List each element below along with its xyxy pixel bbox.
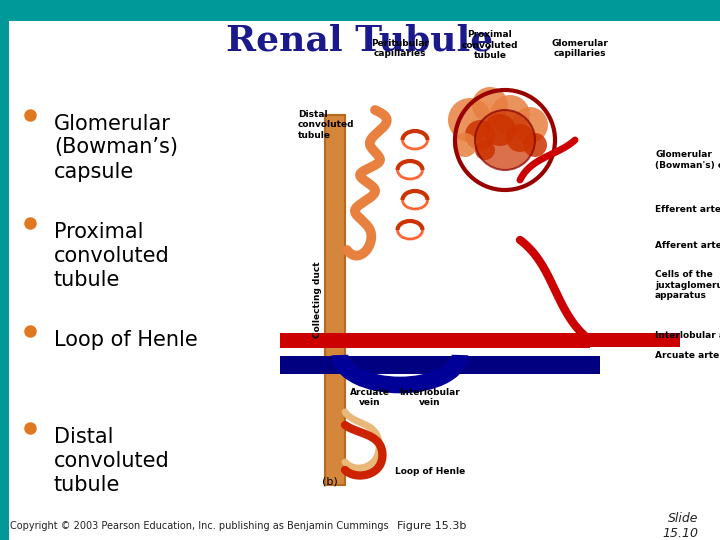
Text: Proximal
convoluted
tubule: Proximal convoluted tubule [462, 30, 518, 60]
Text: Efferent arteriole: Efferent arteriole [655, 206, 720, 214]
Text: Interlobular artery: Interlobular artery [655, 330, 720, 340]
Circle shape [475, 140, 495, 160]
Text: Loop of Henle: Loop of Henle [395, 468, 465, 476]
Text: Glomerular
(Bowman's) capsule: Glomerular (Bowman's) capsule [655, 150, 720, 170]
Text: Renal Tubule: Renal Tubule [226, 24, 494, 57]
FancyArrow shape [280, 356, 600, 374]
Text: Copyright © 2003 Pearson Education, Inc. publishing as Benjamin Cummings: Copyright © 2003 Pearson Education, Inc.… [10, 521, 389, 531]
Text: Collecting duct: Collecting duct [312, 262, 322, 339]
Text: Distal
convoluted
tubule: Distal convoluted tubule [54, 427, 170, 495]
Text: Arcuate artery: Arcuate artery [655, 350, 720, 360]
Circle shape [448, 98, 492, 142]
Text: Cells of the
juxtaglomerular
apparatus: Cells of the juxtaglomerular apparatus [655, 270, 720, 300]
Bar [0, 21, 9, 540]
Circle shape [512, 107, 548, 143]
Text: Slide
15.10: Slide 15.10 [662, 512, 698, 540]
Text: Glomerular
(Bowman’s)
capsule: Glomerular (Bowman’s) capsule [54, 113, 178, 181]
Text: Peritubular
capillaries: Peritubular capillaries [371, 38, 429, 58]
Text: Distal
convoluted
tubule: Distal convoluted tubule [298, 110, 354, 140]
Text: Glomerular
capillaries: Glomerular capillaries [552, 38, 608, 58]
Circle shape [490, 95, 530, 135]
Circle shape [453, 133, 477, 157]
FancyArrow shape [280, 333, 590, 348]
Text: Loop of Henle: Loop of Henle [54, 329, 198, 349]
Text: Proximal
convoluted
tubule: Proximal convoluted tubule [54, 221, 170, 289]
Circle shape [475, 110, 535, 170]
Bar [0, 0, 720, 21]
FancyArrow shape [480, 333, 680, 347]
Text: Arcuate
vein: Arcuate vein [350, 388, 390, 407]
Text: Interlobular
vein: Interlobular vein [400, 388, 460, 407]
Bar [325, 115, 345, 485]
Circle shape [465, 120, 495, 150]
Bar [270, 35, 713, 510]
Text: Afferent arteriole: Afferent arteriole [655, 240, 720, 249]
Circle shape [506, 124, 534, 152]
Circle shape [523, 133, 547, 157]
Text: (b): (b) [322, 477, 338, 487]
Text: Figure 15.3b: Figure 15.3b [397, 521, 467, 531]
Circle shape [484, 114, 516, 146]
Circle shape [472, 87, 508, 123]
